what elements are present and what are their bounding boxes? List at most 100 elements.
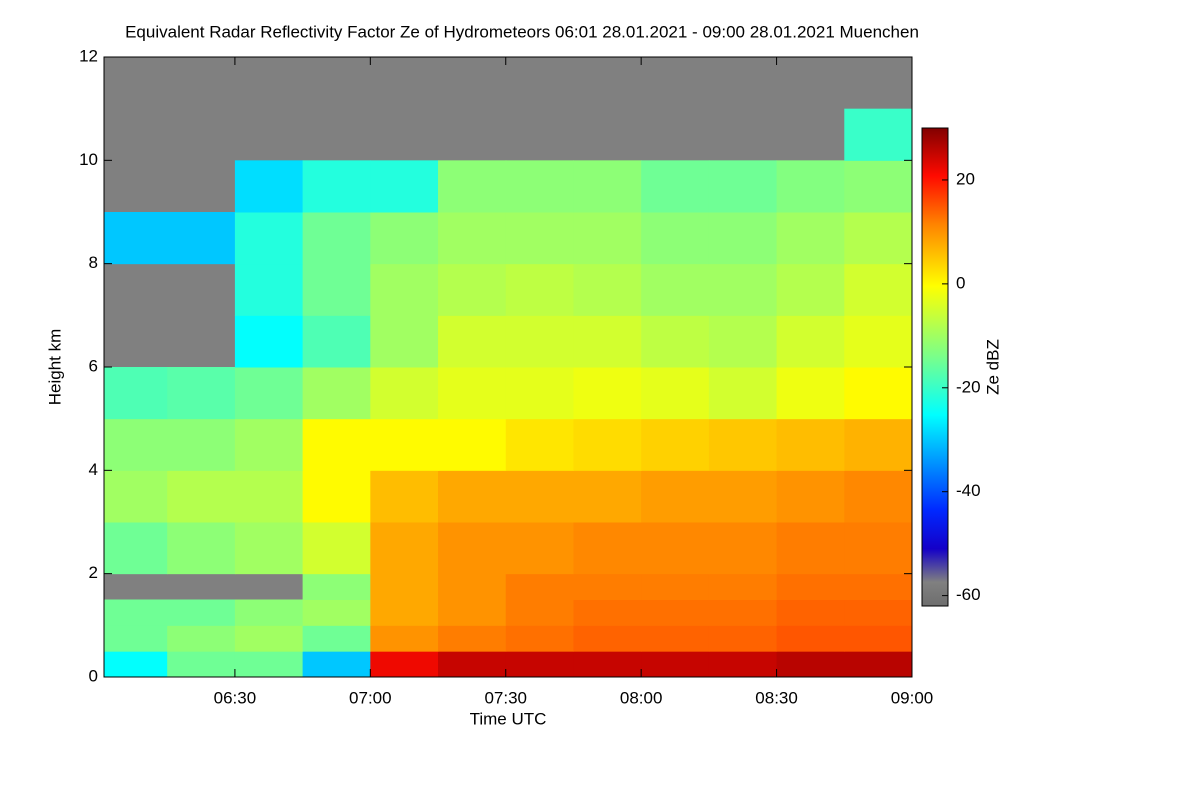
heatmap-cell	[370, 418, 439, 471]
heatmap-cell	[370, 573, 439, 600]
heatmap-cell	[104, 418, 168, 471]
colorbar-label: Ze dBZ	[983, 339, 1002, 395]
heatmap	[104, 108, 913, 678]
heatmap-cell	[708, 418, 778, 471]
heatmap-cell	[370, 212, 439, 265]
heatmap-cell	[302, 315, 371, 368]
heatmap-cell	[234, 212, 304, 265]
x-tick-label: 07:30	[484, 688, 527, 707]
heatmap-cell	[708, 625, 778, 652]
heatmap-cell	[505, 315, 574, 368]
heatmap-cell	[573, 573, 642, 600]
heatmap-cell	[776, 367, 845, 420]
heatmap-cell	[573, 522, 642, 575]
heatmap-cell	[234, 315, 304, 368]
heatmap-cell	[438, 315, 507, 368]
heatmap-cell	[844, 625, 913, 652]
heatmap-cell	[370, 651, 439, 678]
heatmap-cell	[573, 367, 642, 420]
heatmap-cell	[302, 599, 371, 626]
heatmap-cell	[708, 160, 778, 213]
heatmap-cell	[776, 418, 845, 471]
heatmap-cell	[641, 263, 710, 316]
y-tick-label: 0	[89, 666, 98, 685]
heatmap-cell	[844, 599, 913, 626]
heatmap-cell	[234, 367, 304, 420]
heatmap-cell	[234, 263, 304, 316]
heatmap-cell	[167, 367, 236, 420]
x-tick-label: 08:00	[620, 688, 663, 707]
heatmap-cell	[438, 522, 507, 575]
x-tick-label: 06:30	[214, 688, 257, 707]
heatmap-cell	[505, 212, 574, 265]
heatmap-cell	[370, 625, 439, 652]
heatmap-cell	[302, 160, 371, 213]
heatmap-cell	[302, 470, 371, 523]
heatmap-cell	[505, 418, 574, 471]
heatmap-cell	[302, 573, 371, 600]
heatmap-cell	[708, 212, 778, 265]
heatmap-cell	[438, 160, 507, 213]
heatmap-cell	[708, 470, 778, 523]
heatmap-cell	[167, 651, 236, 678]
heatmap-cell	[708, 599, 778, 626]
heatmap-cell	[573, 212, 642, 265]
heatmap-cell	[234, 599, 304, 626]
heatmap-cell	[505, 599, 574, 626]
heatmap-cell	[302, 263, 371, 316]
heatmap-cell	[104, 599, 168, 626]
x-tick-label: 07:00	[349, 688, 392, 707]
heatmap-cell	[302, 522, 371, 575]
heatmap-cell	[641, 599, 710, 626]
heatmap-cell	[234, 470, 304, 523]
heatmap-cell	[641, 367, 710, 420]
heatmap-cell	[641, 470, 710, 523]
heatmap-cell	[708, 573, 778, 600]
heatmap-cell	[167, 212, 236, 265]
heatmap-cell	[438, 263, 507, 316]
heatmap-cell	[641, 418, 710, 471]
heatmap-cell	[234, 522, 304, 575]
heatmap-cell	[104, 522, 168, 575]
heatmap-cell	[844, 651, 913, 678]
x-tick-label: 08:30	[755, 688, 798, 707]
colorbar-tick-label: 0	[956, 273, 965, 292]
heatmap-cell	[370, 160, 439, 213]
heatmap-cell	[641, 651, 710, 678]
heatmap-cell	[641, 212, 710, 265]
x-tick-label: 09:00	[891, 688, 934, 707]
heatmap-cell	[573, 315, 642, 368]
chart-title: Equivalent Radar Reflectivity Factor Ze …	[125, 22, 919, 41]
heatmap-cell	[708, 651, 778, 678]
heatmap-cell	[104, 367, 168, 420]
heatmap-cell	[844, 108, 913, 161]
heatmap-cell	[505, 573, 574, 600]
heatmap-cell	[167, 599, 236, 626]
heatmap-cell	[776, 160, 845, 213]
heatmap-cell	[370, 263, 439, 316]
y-tick-label: 8	[89, 253, 98, 272]
heatmap-cell	[505, 625, 574, 652]
heatmap-cell	[505, 522, 574, 575]
heatmap-cell	[302, 212, 371, 265]
heatmap-cell	[167, 418, 236, 471]
heatmap-cell	[776, 599, 845, 626]
heatmap-cell	[641, 160, 710, 213]
heatmap-cell	[708, 522, 778, 575]
heatmap-cell	[776, 263, 845, 316]
heatmap-cell	[708, 367, 778, 420]
y-tick-label: 10	[79, 150, 98, 169]
heatmap-cell	[776, 212, 845, 265]
y-tick-label: 4	[89, 460, 98, 479]
heatmap-cell	[844, 315, 913, 368]
heatmap-cell	[505, 263, 574, 316]
y-tick-label: 12	[79, 46, 98, 65]
heatmap-cell	[505, 367, 574, 420]
heatmap-cell	[302, 625, 371, 652]
heatmap-cell	[104, 212, 168, 265]
y-tick-label: 2	[89, 563, 98, 582]
heatmap-cell	[708, 315, 778, 368]
heatmap-cell	[573, 651, 642, 678]
heatmap-cell	[776, 522, 845, 575]
heatmap-cell	[104, 625, 168, 652]
